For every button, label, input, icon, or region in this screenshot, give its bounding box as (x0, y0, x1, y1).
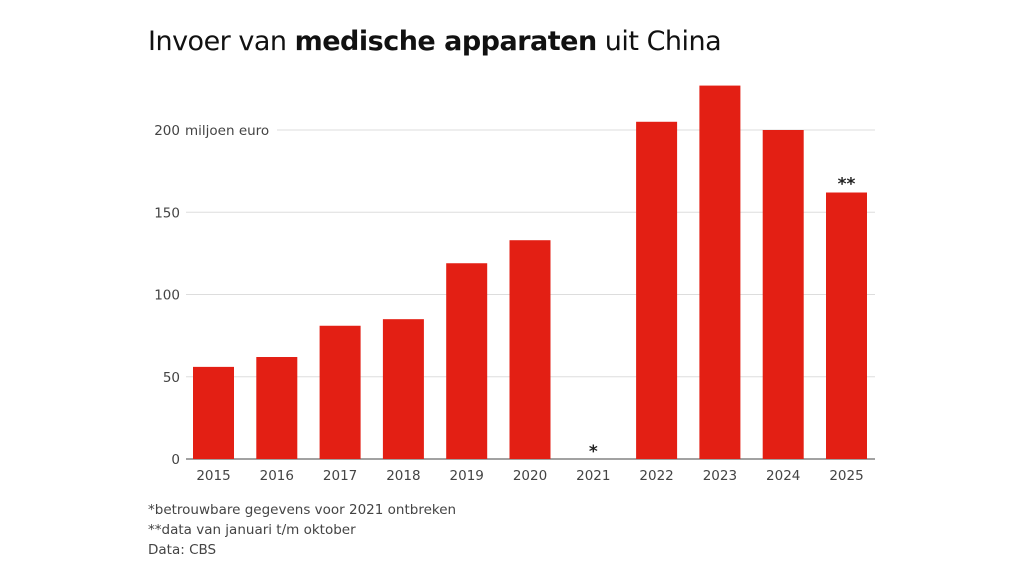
title-part: uit China (596, 26, 722, 57)
x-tick-label: 2018 (386, 468, 420, 484)
footnote-2025: **data van januari t/m oktober (148, 522, 356, 538)
y-axis-unit: miljoen euro (185, 123, 269, 139)
footnotes: *betrouwbare gegevens voor 2021 ontbreke… (148, 500, 456, 560)
bar-2022 (636, 121, 678, 460)
chart-title: Invoer van medische apparaten uit China (148, 26, 722, 57)
x-tick-label: 2021 (576, 468, 610, 484)
bar-2019 (446, 263, 488, 459)
x-tick-label: 2025 (829, 468, 863, 484)
title-part: Invoer van (148, 26, 295, 57)
y-tick-label: 100 (154, 288, 180, 304)
bar-2017 (319, 325, 361, 459)
bar-2024 (762, 130, 804, 459)
bar-2023 (699, 85, 741, 460)
x-tick-label: 2015 (196, 468, 230, 484)
title-bold: medische apparaten (294, 26, 598, 57)
source: Data: CBS (148, 542, 217, 558)
bar-2020 (509, 240, 551, 459)
x-tick-label: 2017 (323, 468, 357, 484)
x-tick-label: 2016 (260, 468, 294, 484)
bar-2025 (826, 192, 867, 459)
bar-annotation: * (589, 442, 598, 462)
footnote-2021: *betrouwbare gegevens voor 2021 ontbreke… (148, 502, 457, 518)
y-tick-label: 50 (163, 370, 180, 386)
x-tick-label: 2022 (639, 468, 673, 484)
bar-2018 (382, 319, 424, 459)
y-tick-label: 0 (171, 452, 180, 468)
bar-2015 (193, 366, 234, 459)
bar-2016 (256, 357, 298, 459)
x-tick-label: 2019 (450, 468, 484, 484)
y-tick-label: 200 (154, 123, 180, 139)
x-tick-label: 2020 (513, 468, 547, 484)
x-tick-label: 2024 (766, 468, 800, 484)
bar-annotation: ** (838, 175, 856, 195)
x-tick-label: 2023 (703, 468, 737, 484)
y-tick-label: 150 (154, 205, 180, 221)
